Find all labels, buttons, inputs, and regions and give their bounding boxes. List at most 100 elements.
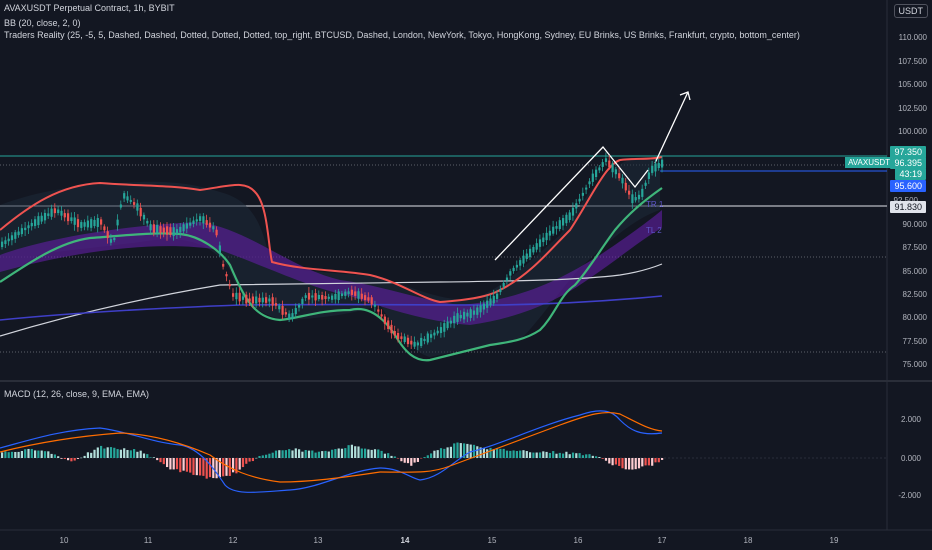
macd-histogram-bar [235,458,238,474]
macd-histogram-bar [119,449,122,458]
candle-body [307,292,311,300]
candle-body [7,238,10,242]
candle-body [400,336,403,339]
macd-histogram-bar [156,458,159,461]
macd-histogram-bar [70,458,73,462]
candle-body [284,312,287,315]
macd-histogram-bar [509,450,512,458]
candle-body [70,217,73,222]
macd-histogram-bar [644,458,647,466]
legend-traders-reality[interactable]: Traders Reality (25, -5, 5, Dashed, Dash… [4,30,800,40]
candle-body [17,231,20,236]
candle-body [126,196,129,201]
candle-body [27,225,30,229]
macd-histogram-bar [436,450,439,458]
candle-body [225,274,228,277]
candle-body [459,314,462,319]
candle-body [136,203,139,211]
candle-body [274,303,278,306]
time-axis[interactable]: 10 11 12 13 14 15 16 17 18 19 [60,536,839,545]
macd-histogram-bar [400,458,403,462]
legend-symbol[interactable]: AVAXUSDT Perpetual Contract, 1h, BYBIT [4,3,175,13]
macd-histogram-bar [634,458,637,470]
legend-bb[interactable]: BB (20, close, 2, 0) [4,18,81,28]
macd-histogram-bar [393,456,396,458]
currency-badge[interactable]: USDT [893,4,928,18]
legend-macd[interactable]: MACD (12, 26, close, 9, EMA, EMA) [4,389,150,399]
macd-histogram-bar [222,458,225,477]
macd-histogram-bar [568,454,571,458]
price-axis[interactable]: 110.000 107.500 105.000 102.500 100.000 90.00… [894,33,928,369]
candle-body [387,320,390,329]
candle-body [202,216,205,224]
candle-body [525,253,528,260]
candle-body [182,224,185,232]
macd-histogram-bar [591,455,594,458]
macd-histogram-bar [80,457,83,459]
macd-histogram-bar [575,453,578,458]
macd-histogram-bar [166,458,169,468]
macd-histogram-bar [661,458,664,460]
macd-histogram-bar [552,451,555,458]
candle-body [228,283,231,287]
candle-body [538,239,542,247]
macd-histogram-bar [298,449,301,458]
macd-histogram-bar [307,450,311,458]
candle-body [344,291,347,296]
candle-body [90,219,93,228]
macd-histogram-bar [525,451,528,458]
macd-histogram-bar [456,442,459,458]
macd-axis[interactable]: 2.000 0.000 -2.000 [898,415,921,500]
trend-arrow-head [679,91,691,101]
macd-histogram-bar [350,444,353,458]
macd-histogram-bar [479,447,482,458]
macd-histogram-bar [370,449,373,458]
candle-body [486,300,489,308]
candle-body [63,213,66,218]
candle-body [218,245,221,253]
candle-body [139,207,142,217]
macd-histogram-bar [387,453,390,458]
candle-body [304,295,307,298]
macd-histogram-bar [360,448,363,458]
macd-histogram-bar [218,458,221,478]
candle-body [113,237,116,241]
macd-histogram-bar [215,458,218,479]
macd-histogram-bar [416,458,419,462]
candle-body [235,292,238,300]
candle-body [334,293,337,300]
candle-body [14,232,17,239]
macd-histogram-bar [585,454,588,458]
candle-body [634,197,637,201]
time-axis-label: 17 [658,536,667,545]
macd-histogram-bar [152,457,155,458]
candle-body [156,224,159,234]
candle-body [321,294,324,300]
macd-histogram-bar [258,455,261,458]
macd-histogram-bar [489,447,492,458]
macd-histogram-bar [106,447,109,458]
candle-body [390,324,393,334]
macd-histogram-bar [581,455,584,458]
candle-body [644,182,647,186]
candle-body [96,218,99,227]
macd-histogram-bar [433,450,436,458]
time-axis-label: 18 [744,536,753,545]
macd-histogram-bar [208,458,212,478]
candle-body [129,199,132,202]
candle-body [608,160,611,168]
macd-histogram-bar [430,453,433,458]
candle-body [317,294,320,300]
candle-body [67,213,70,222]
candle-body [370,297,373,305]
candle-body [255,296,258,304]
macd-histogram-bar [443,448,446,458]
macd-histogram-bar [628,458,631,470]
macd-histogram-bar [24,449,27,458]
macd-histogram-bar [159,458,162,463]
macd-histogram-bar [189,458,192,473]
macd-histogram-bar [373,449,377,458]
candle-body [179,226,182,233]
candle-body [142,214,146,220]
